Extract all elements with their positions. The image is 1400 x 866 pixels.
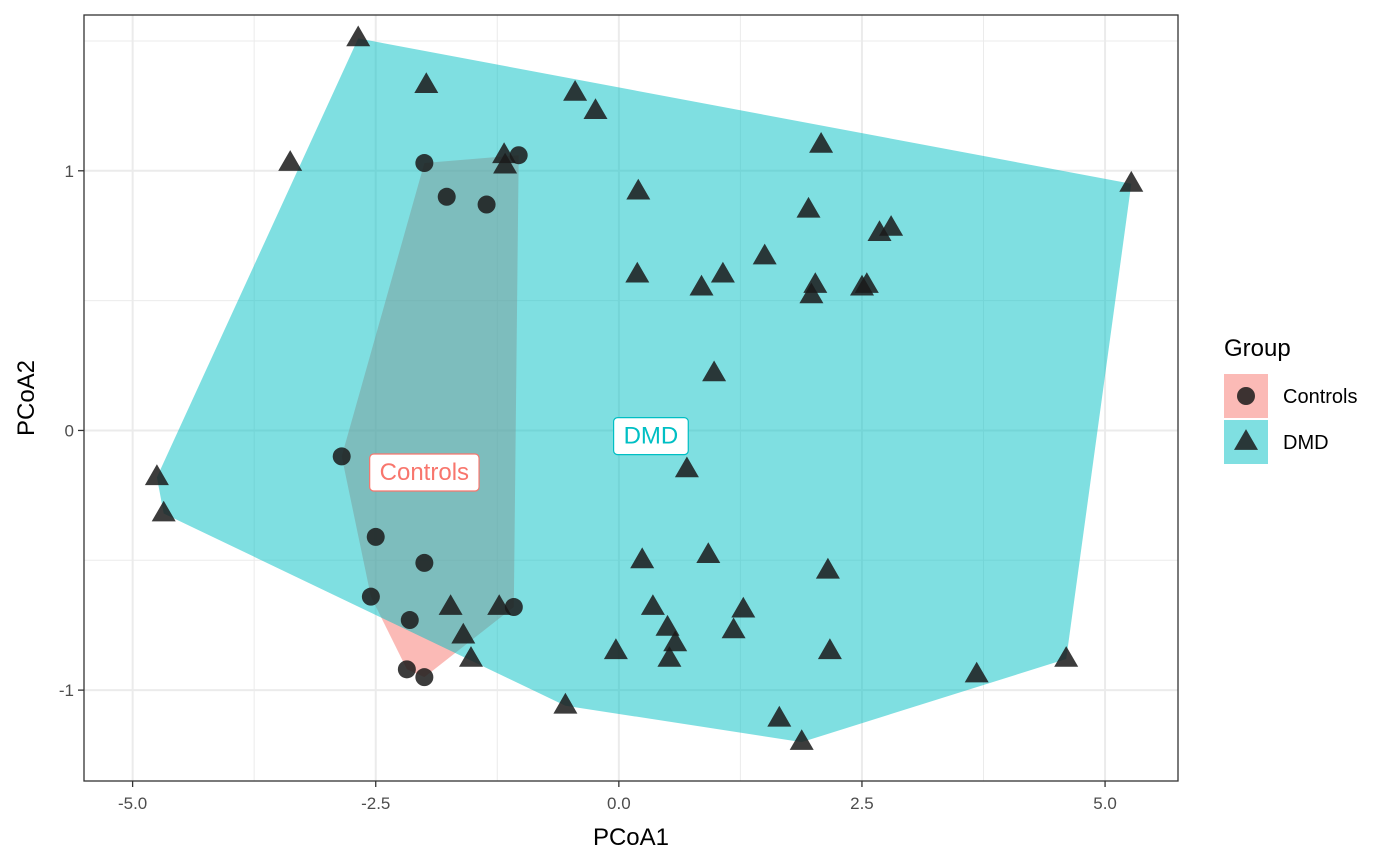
- point-dmd: [553, 692, 578, 714]
- group-label-box: [369, 453, 480, 492]
- point-controls: [415, 154, 434, 173]
- point-controls: [437, 187, 456, 206]
- point-dmd: [879, 215, 904, 236]
- x-tick-label: -5.0: [118, 794, 147, 813]
- legend-entry-controls: Controls: [1224, 374, 1357, 418]
- point-dmd: [817, 638, 842, 660]
- point-dmd: [1119, 170, 1144, 192]
- point-dmd: [459, 646, 483, 667]
- group-label-controls: Controls: [369, 453, 480, 492]
- point-dmd: [492, 142, 517, 164]
- point-dmd: [767, 705, 792, 727]
- point-controls: [504, 598, 523, 617]
- point-controls: [477, 195, 496, 214]
- legend-label-controls: Controls: [1283, 386, 1357, 408]
- point-dmd: [696, 542, 721, 563]
- point-dmd: [603, 638, 628, 660]
- point-dmd: [815, 557, 840, 579]
- point-dmd: [451, 622, 476, 644]
- point-dmd: [625, 261, 650, 283]
- legend-triangle-icon: [1234, 429, 1258, 450]
- point-dmd: [493, 152, 518, 174]
- point-dmd: [710, 261, 735, 283]
- legend: Group Controls DMD: [1224, 335, 1357, 464]
- y-axis-title: PCoA2: [13, 360, 40, 436]
- panel-border: [83, 14, 1179, 782]
- legend-label-dmd: DMD: [1283, 432, 1329, 454]
- point-dmd: [689, 274, 714, 296]
- point-dmd: [809, 132, 834, 153]
- point-dmd: [563, 80, 588, 101]
- point-dmd: [655, 614, 680, 636]
- group-hulls: [156, 38, 1132, 743]
- point-controls: [361, 587, 380, 606]
- hull-dmd: [156, 38, 1132, 743]
- x-axis-title: PCoA1: [593, 824, 669, 851]
- point-dmd: [854, 272, 879, 293]
- point-dmd: [438, 594, 463, 615]
- point-dmd: [626, 178, 651, 200]
- point-controls: [366, 527, 385, 546]
- group-label-text: DMD: [624, 423, 679, 450]
- y-tick-label: 0: [65, 421, 74, 440]
- legend-entry-dmd: DMD: [1224, 420, 1329, 464]
- point-dmd: [674, 456, 699, 478]
- point-dmd: [702, 360, 727, 382]
- point-dmd: [752, 243, 777, 265]
- point-dmd: [1054, 646, 1079, 667]
- point-dmd: [799, 282, 824, 304]
- y-tick-label: 1: [65, 162, 74, 181]
- legend-circle-icon: [1237, 387, 1255, 405]
- group-labels: Controls DMD: [369, 417, 689, 492]
- point-dmd: [721, 617, 746, 639]
- x-tick-label: -2.5: [361, 794, 390, 813]
- point-dmd: [346, 25, 371, 47]
- point-dmd: [583, 98, 608, 119]
- point-controls: [332, 447, 351, 466]
- point-dmd: [151, 500, 176, 522]
- group-label-box: [613, 417, 689, 456]
- point-dmd: [640, 594, 665, 615]
- data-points: [144, 25, 1144, 750]
- point-dmd: [487, 594, 512, 615]
- point-controls: [509, 146, 528, 165]
- point-controls: [400, 611, 419, 630]
- point-dmd: [144, 464, 169, 486]
- y-tick-label: -1: [59, 681, 74, 700]
- point-dmd: [964, 661, 989, 683]
- point-dmd: [663, 630, 688, 652]
- point-controls: [415, 553, 434, 572]
- legend-title: Group: [1224, 335, 1291, 362]
- point-dmd: [789, 729, 814, 750]
- group-label-text: Controls: [380, 459, 469, 486]
- legend-entries: Controls DMD: [1224, 374, 1357, 464]
- x-tick-label: 5.0: [1093, 794, 1117, 813]
- point-dmd: [414, 72, 439, 93]
- point-dmd: [630, 547, 655, 569]
- point-controls: [397, 660, 416, 679]
- point-dmd: [278, 150, 303, 171]
- point-dmd: [796, 196, 821, 218]
- x-tick-label: 2.5: [850, 794, 874, 813]
- group-label-dmd: DMD: [613, 417, 689, 456]
- point-controls: [415, 668, 434, 687]
- x-tick-label: 0.0: [607, 794, 631, 813]
- point-dmd: [731, 596, 756, 618]
- axis-ticks: -5.0 -2.5 0.0 2.5 5.0 -1 0 1: [59, 162, 1117, 813]
- point-dmd: [657, 646, 682, 667]
